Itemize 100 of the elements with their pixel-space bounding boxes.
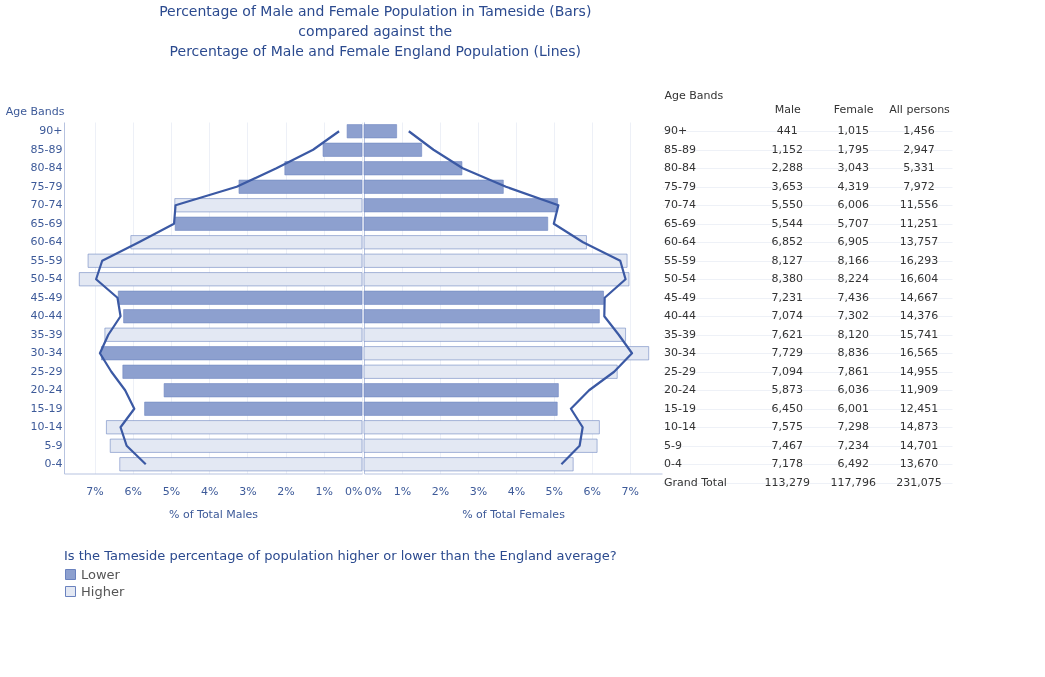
category-label: 30-34 [664,346,696,360]
data-label: 6,852 [771,235,803,249]
data-label: 8,166 [837,253,869,267]
data-label: 5,550 [771,198,803,212]
data-label: 7,094 [771,364,803,378]
y-tick-label: 0-4 [44,457,63,471]
y-tick-label: 15-19 [30,401,63,415]
y-tick-label: 35-39 [30,327,63,341]
data-label: 1,795 [837,142,869,156]
data-label: 3,043 [837,161,869,175]
data-label: 3,653 [771,179,803,193]
data-label: 7,298 [837,420,869,434]
x-tick-label: 1% [393,485,412,498]
data-label: 7,436 [837,290,869,304]
data-label: 441 [776,124,798,138]
x-tick-label: 2% [431,485,450,498]
category-label: 35-39 [664,327,696,341]
data-label: 7,861 [837,364,869,378]
y-tick-label: 5-9 [44,438,63,452]
data-label: 11,556 [899,198,939,212]
data-label: 12,451 [899,401,939,415]
data-label: 5,331 [903,161,935,175]
y-tick-label: 30-34 [30,346,63,360]
data-label: 6,001 [837,401,869,415]
data-label: 5,544 [771,216,803,230]
y-tick-label: 90+ [39,124,63,138]
data-label: 14,701 [899,438,939,452]
data-label: 7,729 [771,346,803,360]
x-tick-label: 7% [621,485,639,498]
category-label: 10-14 [664,420,696,434]
x-tick-label: 3% [239,485,257,498]
y-axis-title: Age Bands [5,104,65,118]
category-label: 50-54 [664,272,696,286]
y-tick-label: 60-64 [30,235,63,249]
category-label: 80-84 [664,161,696,175]
data-label: 16,293 [899,253,939,267]
x-tick-label: 3% [469,485,488,498]
data-label: 6,006 [837,198,869,212]
x-axis-title: % of Total Males [168,508,259,521]
data-label: 6,905 [837,235,869,249]
x-tick-label: 2% [277,485,295,498]
category-label: 20-24 [664,383,696,397]
data-label: 7,621 [771,327,803,341]
data-label: 14,376 [899,309,939,323]
category-label: 85-89 [664,142,696,156]
data-label: 113,279 [764,475,810,489]
data-label: 16,565 [899,346,939,360]
x-tick-label: 5% [545,485,564,498]
data-label: 6,450 [771,401,803,415]
y-tick-label: 10-14 [30,420,63,434]
x-tick-label: 0% [364,485,382,498]
y-tick-label: 50-54 [30,272,63,286]
data-label: 6,492 [837,457,869,471]
y-tick-label: 40-44 [30,309,63,323]
y-tick-label: 25-29 [30,364,63,378]
data-label: 7,178 [771,457,803,471]
data-label: 1,152 [771,142,803,156]
data-label: 7,467 [771,438,803,452]
data-label: 14,873 [899,420,939,434]
data-label: 16,604 [899,272,939,286]
data-label: 14,667 [899,290,939,304]
category-label: 70-74 [664,198,696,212]
legend-label: Higher [81,583,125,599]
data-label: 13,757 [899,235,939,249]
legend-title: Is the Tameside percentage of population higher or lower than the England average? [64,548,617,563]
text: Female [833,102,874,116]
x-tick-label: 4% [507,485,526,498]
data-label: 7,234 [837,438,869,452]
y-tick-label: 45-49 [30,290,63,304]
x-tick-label: 1% [315,485,334,498]
y-tick-label: 75-79 [30,179,63,193]
y-tick-label: 85-89 [30,142,63,156]
y-tick-label: 70-74 [30,198,63,212]
data-label: 5,873 [771,383,803,397]
data-label: 5,707 [837,216,869,230]
text: Age Bands [664,88,724,102]
data-label: 7,231 [771,290,803,304]
data-label: 8,380 [771,272,803,286]
data-label: 231,075 [896,475,942,489]
chart-title: Percentage of Male and Female Population in Tameside (Bars) compared against the Percentage of Male and Female England Population (Lines) [159,3,592,59]
data-label: 11,909 [899,383,939,397]
data-label: 4,319 [837,179,869,193]
data-label: 13,670 [899,457,939,471]
category-label: 40-44 [664,309,696,323]
category-label: 75-79 [664,179,696,193]
category-label: 65-69 [664,216,696,230]
y-tick-label: 55-59 [30,253,63,267]
data-label: 8,120 [837,327,869,341]
category-label: Grand Total [664,475,727,489]
data-label: 14,955 [899,364,939,378]
data-label: 8,127 [771,253,803,267]
x-tick-label: 7% [86,485,104,498]
data-label: 7,972 [903,179,935,193]
text: Male [774,102,801,116]
x-tick-label: 0% [345,485,363,498]
data-label: 6,036 [837,383,869,397]
data-label: 7,302 [837,309,869,323]
data-label: 7,575 [771,420,803,434]
data-label: 2,288 [771,161,803,175]
category-label: 55-59 [664,253,696,267]
